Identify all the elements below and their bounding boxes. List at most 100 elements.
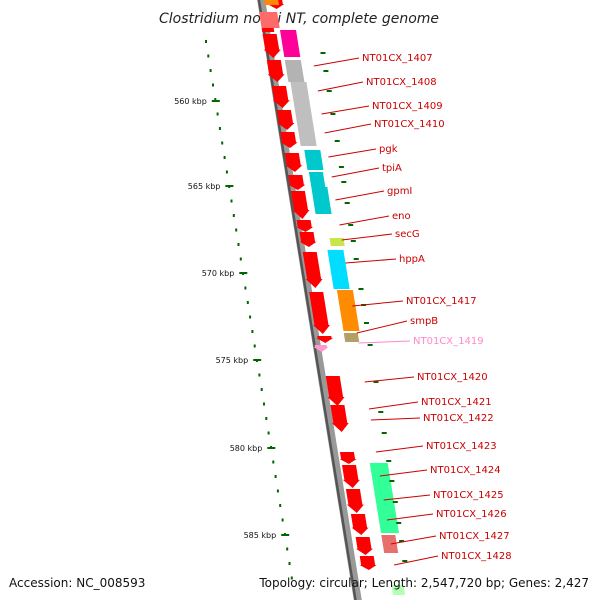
kbp-tick-dot (290, 576, 293, 580)
cog-box (311, 187, 332, 214)
kbp-tick-dot (214, 98, 217, 101)
cds-arrow (309, 292, 330, 334)
cds-arrow (284, 153, 303, 172)
kbp-major-tick (225, 185, 234, 187)
kbp-tick-dot (249, 315, 252, 319)
feature-marker (353, 258, 359, 260)
kbp-tick-dot (251, 330, 254, 333)
gene-label: NT01CX_1410 (374, 119, 445, 130)
gene-label-connector (386, 513, 434, 521)
kbp-tick-dot (230, 199, 233, 203)
gene-label-connector (383, 494, 431, 501)
gene-label-connector (375, 445, 424, 453)
gene-label-connector (321, 105, 370, 115)
feature-marker (386, 460, 392, 462)
gene-label: NT01CX_1425 (433, 490, 504, 501)
kbp-tick-dot (253, 344, 256, 348)
cds-arrow (359, 556, 377, 570)
cds-arrow (262, 34, 281, 58)
kbp-tick-dot (205, 40, 207, 43)
kbp-tick-dot (286, 547, 289, 551)
feature-marker (396, 522, 402, 524)
kbp-tick-dot (225, 170, 228, 174)
kbp-label: 580 kbp (230, 444, 263, 453)
gene-features (259, 0, 408, 595)
gene-label-connector (345, 258, 397, 264)
kbp-tick-dot (281, 518, 284, 522)
gene-label: NT01CX_1420 (417, 372, 488, 383)
cds-box (261, 28, 275, 32)
gene-label-connector (341, 233, 393, 241)
backbone-line (257, 0, 357, 600)
kbp-tick-dot (212, 83, 214, 87)
kbp-major-tick (267, 447, 276, 449)
cog-box (290, 82, 317, 146)
feature-marker (344, 202, 350, 204)
kbp-tick-dot (258, 373, 261, 377)
gene-label-connector (370, 417, 421, 421)
cog-box (391, 585, 405, 595)
kbp-major-tick (211, 100, 220, 102)
genome-backbone (257, 0, 362, 600)
cds-arrow (290, 191, 310, 219)
gene-label-connector (328, 148, 377, 158)
gene-label: NT01CX_1409 (372, 101, 443, 112)
feature-marker (338, 166, 344, 168)
feature-marker (381, 432, 387, 434)
feature-marker (330, 113, 336, 115)
cds-arrow (288, 175, 306, 190)
gene-labels: NT01CX_1407 NT01CX_1408 NT01CX_1409 NT01CX_… (313, 53, 512, 566)
feature-marker (402, 560, 408, 562)
gene-label-connector (317, 81, 364, 92)
cds-arrow (316, 336, 334, 343)
gene-label-connector (356, 320, 408, 334)
gene-label-connector (358, 340, 411, 344)
gene-label-connector (339, 215, 390, 226)
cds-arrow (342, 465, 360, 488)
cds-arrow (276, 110, 295, 130)
kbp-tick-dot (209, 69, 212, 72)
cog-box (329, 238, 345, 246)
cog-box (284, 60, 305, 82)
kbp-tick-dot (263, 402, 265, 406)
gene-label: NT01CX_1428 (441, 551, 512, 562)
kbp-label: 560 kbp (174, 97, 207, 106)
kbp-scale: 560 kbp 565 kbp 570 kbp 575 kbp 580 kbp 585 k… (174, 97, 290, 540)
kbp-label: 565 kbp (188, 182, 221, 191)
kbp-label: 570 kbp (202, 269, 235, 278)
feature-marker (323, 70, 329, 72)
cds-arrow (355, 537, 373, 555)
cds-arrow (299, 232, 317, 247)
gene-label-connector (390, 535, 437, 545)
cds-arrow (325, 376, 345, 406)
kbp-tick-dot (223, 156, 226, 159)
gene-label-connector (368, 401, 419, 410)
cog-box (264, 0, 279, 5)
gene-label: hppA (399, 254, 425, 265)
cog-box (336, 290, 360, 331)
kbp-tick-dot (239, 257, 242, 261)
kbp-tick-dot (288, 562, 291, 565)
gene-label: eno (392, 211, 411, 222)
kbp-tick-dot (216, 112, 219, 116)
kbp-tick-dot (267, 431, 270, 435)
feature-marker (334, 140, 340, 142)
gene-label: NT01CX_1422 (423, 413, 494, 424)
gene-label-connector (324, 123, 372, 134)
accession-text: Accession: NC_008593 (9, 576, 146, 590)
cds-arrow (266, 60, 285, 82)
gene-label: NT01CX_1408 (366, 77, 437, 88)
gene-label-connector (331, 167, 380, 178)
kbp-tick-dot (221, 141, 224, 145)
pseudo-arrow (313, 345, 329, 352)
gene-label: secG (395, 229, 420, 240)
cog-box (381, 535, 399, 553)
gene-label: smpB (410, 316, 438, 327)
gene-label: tpiA (382, 163, 402, 174)
cog-box (304, 150, 324, 170)
gene-label-connector (379, 469, 428, 477)
cds-arrow (339, 452, 357, 464)
feature-marker (320, 52, 326, 54)
kbp-tick-dot (235, 228, 238, 232)
